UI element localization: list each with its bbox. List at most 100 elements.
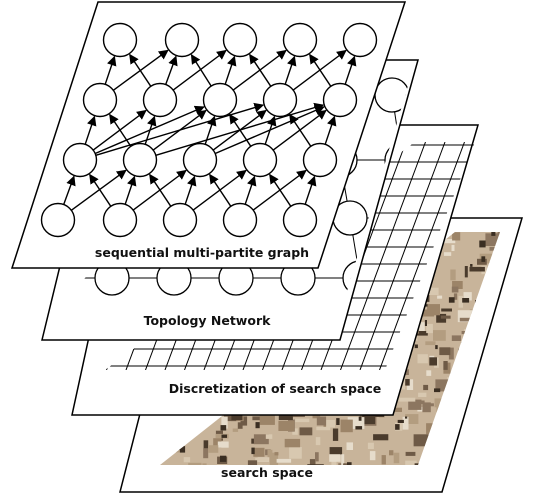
aerial-patch [482,399,499,408]
graph-edge-arrow [324,115,337,145]
aerial-patch [456,442,471,454]
graph-edge-arrow [344,55,357,85]
aerial-patch [426,370,432,376]
graph-node [242,142,278,178]
aerial-patch [309,459,316,465]
aerial-patch [464,266,468,278]
aerial-shadow [347,462,352,465]
aerial-patch [476,421,481,429]
graph-edge-arrow [190,53,212,87]
aerial-patch [406,379,414,390]
graph-edge-arrow [104,55,117,85]
aerial-patch [469,266,485,272]
aerial-patch [439,347,451,356]
graph-node [342,22,378,58]
aerial-patch [440,315,451,319]
graph-edge-arrow [224,55,237,85]
graph-node [202,82,238,118]
aerial-patch [405,451,416,456]
graph-edge-arrow [304,175,317,205]
aerial-patch [188,462,202,465]
aerial-patch [426,323,433,334]
aerial-patch [369,451,376,461]
graph-edge-arrow [109,113,132,147]
graph-node [164,22,200,58]
aerial-patch [498,452,500,463]
graph-node [282,22,318,58]
aerial-patch [433,330,446,341]
aerial-patch [252,416,265,421]
aerial-patch [507,330,523,339]
aerial-shadow [470,264,473,267]
grid-line-vertical [516,142,537,370]
aerial-shadow [497,313,500,316]
aerial-patch [451,335,461,341]
aerial-shadow [448,297,455,303]
aerial-patch [481,459,495,465]
aerial-patch [331,459,337,465]
graph-node [322,82,358,118]
aerial-patch [217,441,229,448]
aerial-patch [490,421,500,426]
aerial-shadow [251,447,255,455]
aerial-patch [340,419,353,433]
aerial-patch [402,416,409,430]
aerial-patch [232,428,239,432]
aerial-patch [341,454,345,465]
aerial-patch [509,279,518,286]
aerial-patch [278,412,293,420]
aerial-patch [506,408,522,418]
graph-edge-arrow [124,175,137,205]
aerial-shadow [434,388,441,393]
aerial-patch [452,232,461,241]
layer-graph-label: sequential multi-partite graph [95,245,309,260]
aerial-patch [486,412,495,421]
aerial-patch [316,416,327,426]
graph-edge-arrow [149,173,172,207]
aerial-patch [486,350,499,362]
aerial-patch [479,253,493,264]
layer-topology-label: Topology Network [144,313,272,328]
aerial-patch [460,455,467,465]
aerial-patch [408,399,422,410]
aerial-patch [423,384,429,391]
aerial-patch [373,434,389,441]
graph-node [262,82,298,118]
aerial-shadow [414,344,418,349]
aerial-patch [422,402,431,413]
aerial-patch [203,448,209,459]
aerial-patch [259,413,275,425]
graph-edge-arrow [84,115,97,145]
aerial-patch [507,337,522,346]
grid-line-vertical [340,142,426,370]
graph-node [302,142,338,178]
aerial-patch [429,357,437,366]
graph-node [282,202,318,238]
aerial-patch [404,369,409,375]
graph-node [222,22,258,58]
aerial-shadow [395,424,400,430]
aerial-shadow [336,418,340,425]
aerial-patch [274,452,279,456]
aerial-patch [490,379,494,383]
aerial-patch [413,331,428,336]
aerial-patch [332,428,339,441]
layer-search-space-label: search space [221,465,313,480]
aerial-patch [362,412,376,425]
aerial-patch [299,427,313,436]
aerial-shadow [405,416,408,419]
aerial-shadow [220,455,227,462]
graph-node [162,202,198,238]
aerial-patch [221,416,228,429]
graph-edge-arrow [70,169,127,211]
aerial-shadow [466,421,474,427]
graph-node [102,202,138,238]
aerial-patch [347,417,365,429]
aerial-patch [213,438,222,448]
aerial-patch [329,454,341,462]
aerial-patch [316,426,331,431]
aerial-patch [307,464,324,465]
aerial-shadow [255,422,260,429]
aerial-patch [278,420,295,431]
